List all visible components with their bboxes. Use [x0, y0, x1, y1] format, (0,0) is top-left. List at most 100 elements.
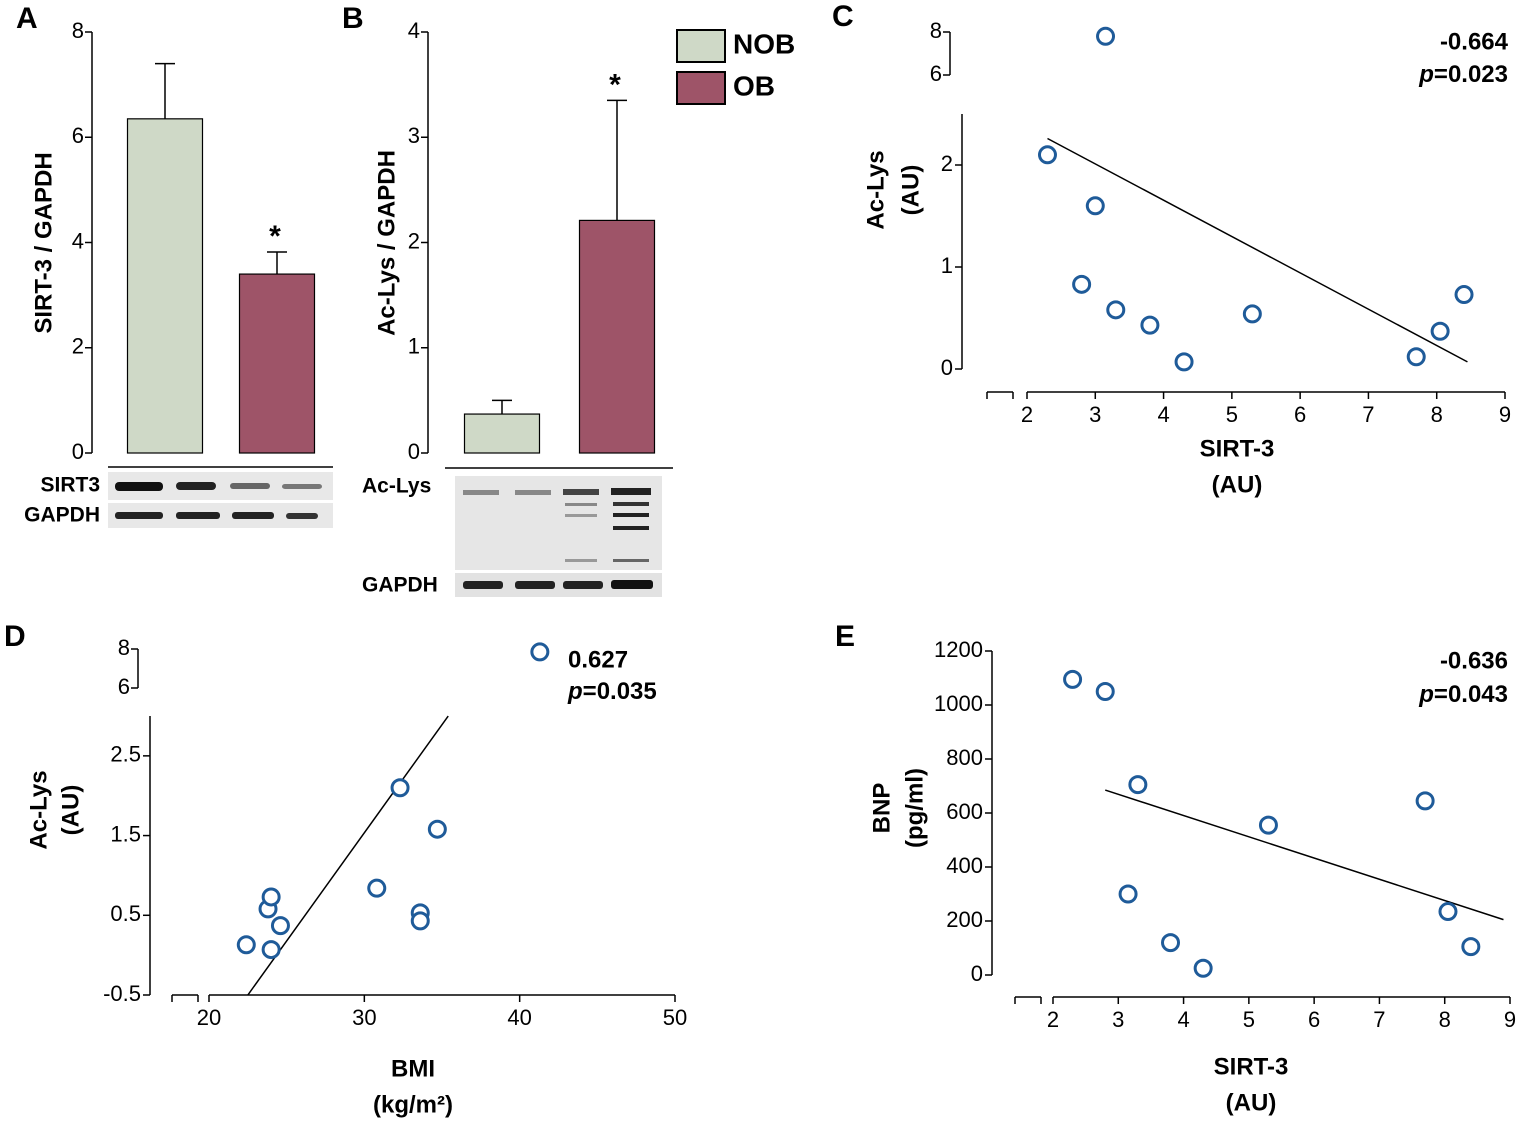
- data-point: [367, 878, 387, 898]
- p-symbol: p: [1418, 681, 1434, 708]
- band: [463, 490, 499, 495]
- legend-swatch: [676, 29, 726, 63]
- y-tick-label: 0: [408, 439, 420, 464]
- data-point: [1174, 352, 1194, 372]
- panel-c: C 0 1 2 6 8 2 3 4 5 6 7 8 9 SIRT-3 (AU) Ac-Lys (AU) -0.664…: [832, 0, 1511, 498]
- band: [115, 512, 163, 519]
- data-point: [1461, 937, 1481, 957]
- data-point: [1072, 274, 1092, 294]
- x-tick-label: 9: [1504, 1007, 1516, 1032]
- panel-d: D -0.5 0.5 1.5 2.5 6 8 20 30 40 50 BMI (kg/m²) Ac-Lys…: [4, 620, 687, 1118]
- band: [565, 503, 597, 506]
- y-tick-label: 1: [941, 253, 953, 278]
- y-tick-label: 2: [941, 151, 953, 176]
- data-point: [1095, 682, 1115, 701]
- data-point: [1063, 669, 1083, 689]
- band: [563, 581, 603, 589]
- panel-a: A 0 2 4 6 8 SIRT-3 / GAPDH * SIRT3 GAPDH: [16, 2, 316, 527]
- trendline: [1104, 789, 1504, 921]
- y-tick-label: 6: [72, 123, 84, 148]
- y-axis-label: Ac-Lys: [25, 770, 52, 849]
- band: [563, 489, 599, 495]
- y-axis-label: Ac-Lys / GAPDH: [373, 150, 400, 336]
- band: [565, 559, 597, 562]
- y-tick-label: 1.5: [110, 821, 141, 846]
- y-tick-label: 0: [941, 355, 953, 380]
- blot-a: [108, 466, 333, 528]
- data-point: [1258, 815, 1278, 835]
- x-tick-label: 8: [1439, 1007, 1451, 1032]
- data-point: [1242, 304, 1262, 324]
- y-axis-label: SIRT-3 / GAPDH: [30, 152, 57, 333]
- data-point: [1454, 285, 1474, 305]
- x-axis-label: (AU): [1226, 1089, 1277, 1116]
- trendline: [247, 715, 449, 996]
- data-point: [1430, 321, 1450, 341]
- bar: [238, 273, 316, 454]
- band: [611, 488, 651, 495]
- band: [613, 559, 649, 562]
- legend-label: NOB: [733, 28, 795, 59]
- x-tick-label: 9: [1499, 402, 1511, 427]
- significance: *: [609, 68, 621, 101]
- data-point: [530, 642, 550, 662]
- blot-label: Ac-Lys: [362, 475, 431, 498]
- x-axis-label: SIRT-3: [1214, 1053, 1289, 1080]
- y-tick-label: 8: [930, 18, 942, 43]
- data-point: [1118, 884, 1138, 904]
- data-point: [1106, 300, 1126, 320]
- x-tick-label: 6: [1294, 402, 1306, 427]
- trendline: [1047, 137, 1468, 363]
- x-tick-label: 7: [1362, 402, 1374, 427]
- data-point: [1415, 791, 1435, 811]
- x-axis-label: BMI: [391, 1055, 435, 1082]
- bar: [126, 118, 204, 454]
- y-axis-label: BNP: [868, 783, 895, 834]
- x-tick-label: 4: [1157, 402, 1169, 427]
- panel-letter: B: [342, 2, 364, 35]
- data-point: [1037, 145, 1057, 165]
- p-symbol: p: [1418, 61, 1434, 88]
- x-tick-label: 8: [1431, 402, 1443, 427]
- y-tick-label: 0.5: [110, 901, 141, 926]
- x-tick-label: 3: [1112, 1007, 1124, 1032]
- p-value: p=0.035: [567, 678, 657, 705]
- panel-e: E 0 200 400 600 800 1000 1200 2 3 4 5 6 7 8 9 SIRT-3 (AU)…: [835, 620, 1516, 1116]
- y-axis-label: (AU): [897, 165, 924, 216]
- data-point: [1406, 347, 1426, 367]
- x-tick-label: 3: [1089, 402, 1101, 427]
- data-point: [390, 778, 410, 798]
- band: [282, 484, 322, 489]
- y-tick-label: 4: [408, 18, 420, 43]
- panel-letter: D: [4, 620, 26, 653]
- y-tick-label: -0.5: [103, 981, 141, 1006]
- bar: [463, 413, 541, 454]
- band: [115, 482, 163, 491]
- band: [515, 581, 555, 589]
- x-axis-label: SIRT-3: [1200, 435, 1275, 462]
- band: [286, 513, 318, 519]
- y-axis-label: Ac-Lys: [862, 150, 889, 229]
- y-tick-label: 4: [72, 228, 84, 253]
- x-tick-label: 2: [1047, 1007, 1059, 1032]
- y-tick-label: 8: [72, 18, 84, 43]
- x-axis-label: (AU): [1212, 471, 1263, 498]
- p-value: p=0.043: [1418, 681, 1508, 708]
- correlation-r: -0.636: [1440, 647, 1508, 674]
- band: [176, 512, 220, 519]
- data-point: [1193, 958, 1213, 978]
- p-value: p=0.023: [1418, 61, 1508, 88]
- data-point: [1085, 196, 1105, 216]
- band: [463, 581, 503, 589]
- data-point: [261, 940, 281, 960]
- p-number: =0.023: [1434, 61, 1508, 88]
- y-axis-label: (AU): [57, 785, 84, 836]
- band: [613, 526, 649, 530]
- y-axis-label: (pg/ml): [901, 768, 928, 848]
- y-tick-label: 6: [930, 61, 942, 86]
- data-point: [427, 819, 447, 839]
- data-point: [1096, 26, 1116, 46]
- y-tick-label: 1: [408, 334, 420, 359]
- correlation-r: 0.627: [568, 646, 628, 673]
